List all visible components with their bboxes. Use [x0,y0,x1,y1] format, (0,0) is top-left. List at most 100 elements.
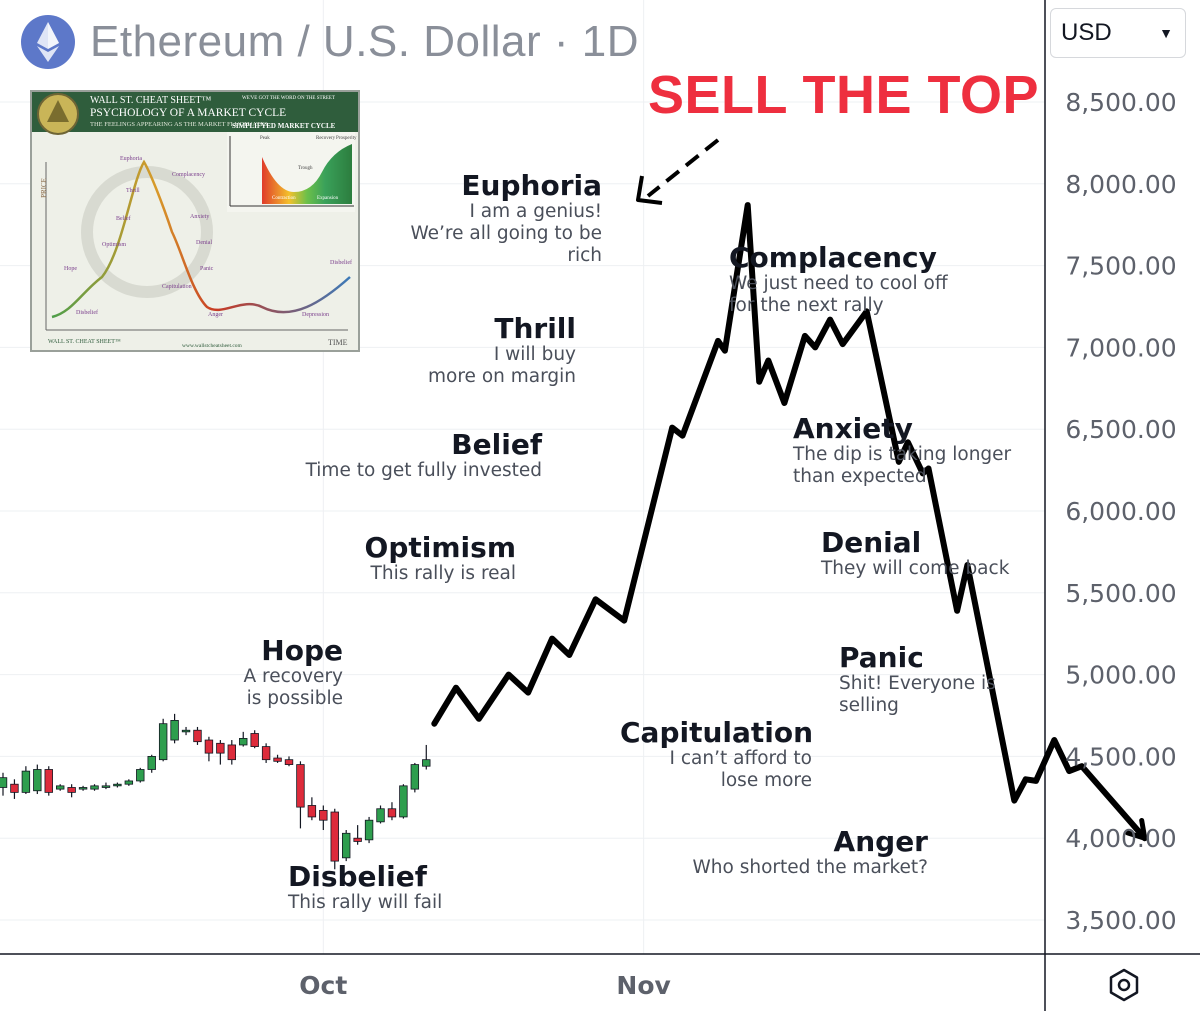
candle-body [376,808,385,823]
candle-body [193,729,202,743]
phase-text: selling [839,695,899,716]
inset-tagline: WE'VE GOT THE WORD ON THE STREET [242,96,336,101]
market-cycle-cheat-sheet-image: WALL ST. CHEAT SHEET™ WE'VE GOT THE WORD… [30,90,360,352]
inset-stage-label: Hope [64,266,77,272]
price-tick-label: 3,500.00 [1065,906,1176,935]
candle-up [78,785,88,791]
inset-url: www.wallstcheatsheet.com [182,343,242,349]
inset-stage-label: Panic [200,266,214,272]
candle-up [124,779,134,786]
time-tick-label: Oct [299,971,347,1000]
price-tick-label: 8,000.00 [1065,170,1176,199]
candle-up [399,784,408,819]
candle-down [261,743,271,763]
label-complacency: Complacency We just need to cool off for… [729,243,948,317]
settings-hexagon-icon[interactable] [1106,967,1142,1003]
candle-body [216,742,225,754]
candle-up [364,816,374,844]
time-axis-labels: Oct Nov [299,971,671,1000]
candle-up [410,762,420,793]
candle-down [204,736,214,762]
phase-text: This rally is real [370,563,516,584]
candle-down [44,766,53,796]
candlesticks [0,713,431,870]
inset-stage-label: Optimism [102,242,127,248]
inset-stage-label: Denial [196,240,212,246]
candle-body [319,809,328,821]
candle-up [56,784,65,791]
price-tick-label: 5,500.00 [1065,579,1176,608]
candle-body [181,729,191,733]
candle-body [307,805,317,818]
candle-body [364,819,374,841]
candle-body [353,837,362,842]
candle-body [44,769,53,793]
candle-body [284,759,294,765]
phase-title: Anger [833,825,928,858]
candle-body [341,832,351,859]
label-panic: Panic Shit! Everyone is selling [839,643,996,717]
candle-body [170,720,179,741]
candle-body [10,783,19,793]
phase-text: We’re all going to be rich [410,223,602,266]
phase-title: Hope [261,634,343,667]
candle-down [307,797,317,821]
phase-title: Disbelief [288,860,427,893]
inset-stage-label: Depression [302,312,329,318]
chevron-down-icon: ▼ [1159,25,1173,41]
chart-header: Ethereum / U.S. Dollar · 1D [20,14,639,70]
candle-down [330,808,339,870]
candle-body [422,759,431,767]
candle-body [21,770,31,793]
candle-up [422,744,431,770]
phase-text: than expected [793,466,927,487]
phase-text: I will buy [493,344,576,365]
candle-body [410,764,420,790]
label-anxiety: Anxiety The dip is taking longer than ex… [793,414,1011,488]
label-belief: Belief Time to get fully invested [300,430,542,482]
phase-text: is possible [246,688,343,709]
inset-mini-label: Recovery [316,136,336,141]
candle-up [181,726,191,736]
phase-title: Complacency [729,241,937,274]
phase-text: more on margin [428,366,576,387]
candle-down [387,802,397,821]
candle-body [0,777,8,788]
label-optimism: Optimism This rally is real [356,533,516,585]
candle-up [158,718,168,762]
phase-text: The dip is taking longer [793,444,1012,465]
phase-title: Optimism [364,531,516,564]
inset-footer-brand: WALL ST. CHEAT SHEET™ [48,339,121,345]
candle-body [56,785,65,790]
inset-mini-label: Peak [260,136,270,141]
candle-up [170,713,179,744]
phase-title: Denial [821,526,922,559]
phase-title: Thrill [494,312,576,345]
sell-arrow [636,138,720,205]
candle-up [90,784,99,791]
price-tick-label: 8,500.00 [1065,88,1176,117]
price-tick-label: 6,000.00 [1065,497,1176,526]
candle-body [296,764,305,808]
candle-down [227,740,236,765]
price-tick-label: 7,500.00 [1065,252,1176,281]
inset-mini-label: Trough [298,166,313,171]
label-anger: Anger Who shorted the market? [690,827,928,879]
candle-up [33,764,42,795]
inset-stage-label: Disbelief [330,260,352,266]
inset-title: PSYCHOLOGY OF A MARKET CYCLE [90,107,287,119]
candle-down [353,825,362,845]
currency-selector[interactable]: USD ▼ [1050,8,1186,58]
candle-down [284,756,294,767]
candle-up [101,782,111,790]
label-disbelief: Disbelief This rally will fail [288,862,442,914]
inset-stage-label: Anxiety [190,214,210,220]
inset-stage-label: Thrill [126,188,140,194]
candle-body [67,787,76,793]
inset-stage-label: Capitulation [162,284,192,290]
inset-mini-label: Contraction [272,196,296,201]
label-denial: Denial They will come back [821,528,1009,580]
candle-up [376,805,385,824]
label-hope: Hope A recovery is possible [230,634,344,710]
